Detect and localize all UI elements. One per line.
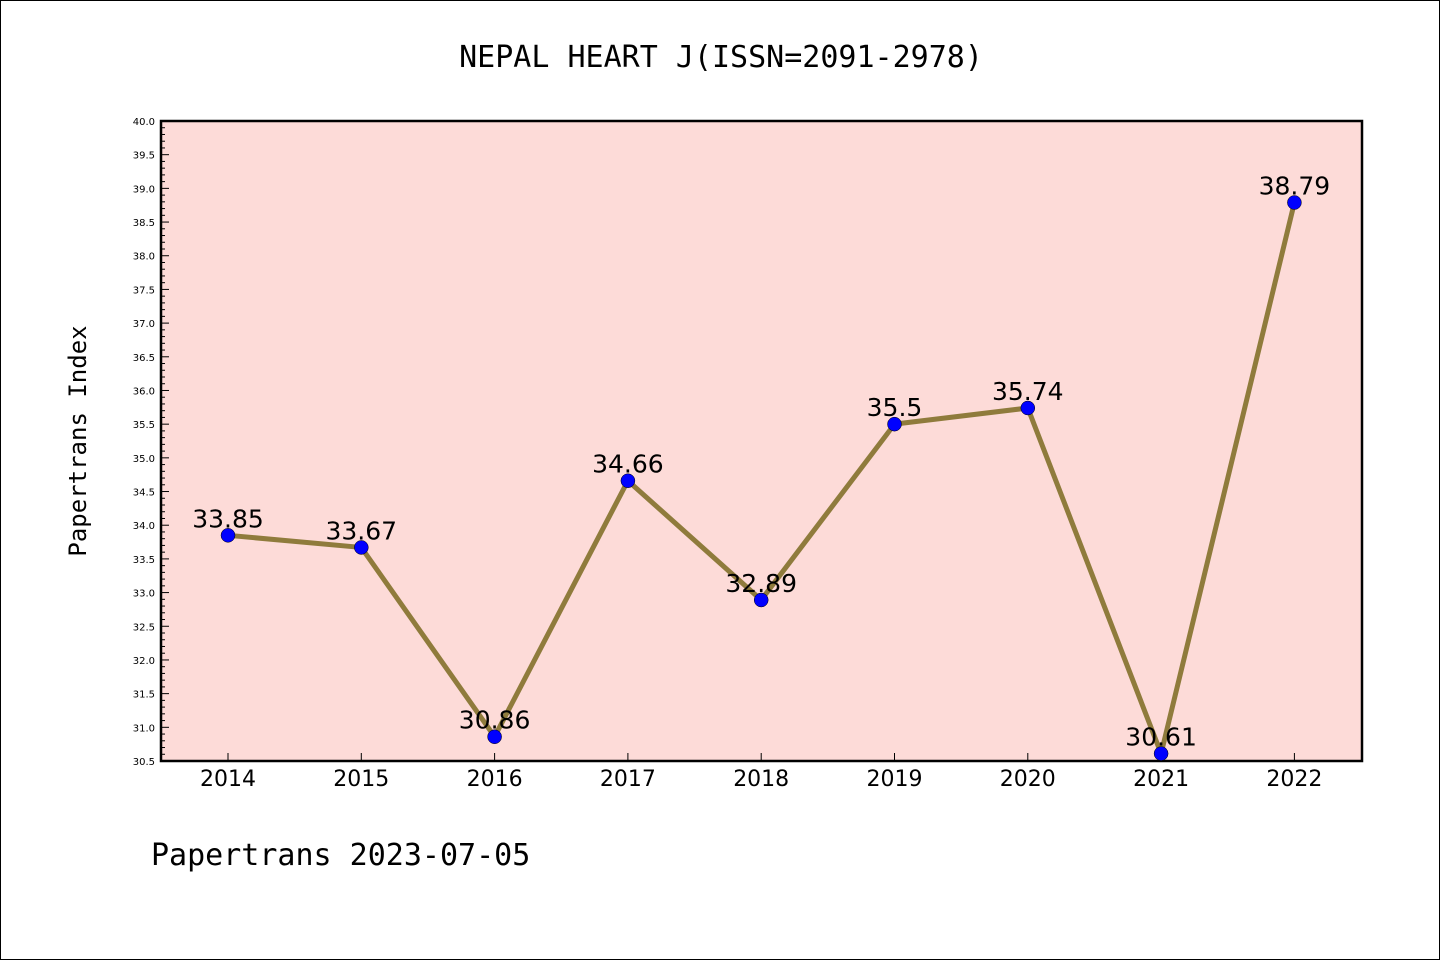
y-tick-label: 37.0 xyxy=(133,319,155,330)
y-tick-label: 39.5 xyxy=(133,151,155,162)
data-label: 35.5 xyxy=(867,393,923,422)
x-tick-label: 2020 xyxy=(1000,767,1056,792)
y-tick-label: 39.0 xyxy=(133,184,155,195)
x-tick-label: 2018 xyxy=(733,767,789,792)
x-tick-label: 2017 xyxy=(600,767,656,792)
data-point xyxy=(753,592,769,608)
data-point xyxy=(1153,746,1169,761)
y-tick-label: 30.5 xyxy=(133,757,155,768)
x-tick-label: 2016 xyxy=(467,767,523,792)
y-tick-label: 37.5 xyxy=(133,285,155,296)
data-point xyxy=(1020,400,1036,416)
y-tick-label: 32.5 xyxy=(133,622,155,633)
y-tick-label: 35.0 xyxy=(133,454,155,465)
y-tick-label: 35.5 xyxy=(133,420,155,431)
y-tick-label: 38.0 xyxy=(133,252,155,263)
data-point xyxy=(1287,195,1302,210)
y-tick-label: 36.5 xyxy=(133,353,155,364)
y-tick-label: 31.0 xyxy=(133,723,155,734)
y-tick-label: 31.5 xyxy=(133,690,155,701)
y-axis-label: Papertrans Index xyxy=(64,325,92,556)
axes: 30.5 31.0 31.5 32.0 32.5 33.0 33.5 34.0 34.5 35.0… xyxy=(133,117,1323,792)
y-tick-label: 33.0 xyxy=(133,589,155,600)
data-label: 33.85 xyxy=(192,504,264,533)
data-point xyxy=(220,528,236,543)
data-label: 30.61 xyxy=(1125,723,1197,752)
plot-area xyxy=(159,119,1364,763)
y-tick-label: 38.5 xyxy=(133,218,155,229)
y-tick-label: 34.5 xyxy=(133,488,155,499)
x-tick-label: 2021 xyxy=(1133,767,1189,792)
x-tick-label: 2022 xyxy=(1266,767,1322,792)
y-tick-label: 36.0 xyxy=(133,386,155,397)
x-tick-label: 2019 xyxy=(867,767,923,792)
data-point xyxy=(487,729,502,744)
y-tick-label: 32.0 xyxy=(133,656,155,667)
data-label: 33.67 xyxy=(326,516,398,545)
y-tick-label: 40.0 xyxy=(133,117,155,128)
data-point xyxy=(354,540,369,555)
data-point xyxy=(620,473,636,488)
series-layer: 33.85 33.67 30.86 34.66 32.89 35.5 35.74 30.61 3… xyxy=(192,172,1330,761)
data-label: 34.66 xyxy=(592,450,664,479)
data-point xyxy=(887,416,902,432)
chart-title: NEPAL HEART J(ISSN=2091-2978) xyxy=(459,40,983,75)
data-label: 38.79 xyxy=(1259,172,1331,201)
y-tick-label: 33.5 xyxy=(133,555,155,566)
x-tick-label: 2014 xyxy=(200,767,256,792)
data-label: 32.89 xyxy=(725,569,797,598)
x-tick-label: 2015 xyxy=(333,767,389,792)
data-label: 35.74 xyxy=(992,377,1064,406)
y-tick-label: 34.0 xyxy=(133,521,155,532)
footer-text: Papertrans 2023-07-05 xyxy=(151,838,530,873)
data-label: 30.86 xyxy=(459,706,531,735)
